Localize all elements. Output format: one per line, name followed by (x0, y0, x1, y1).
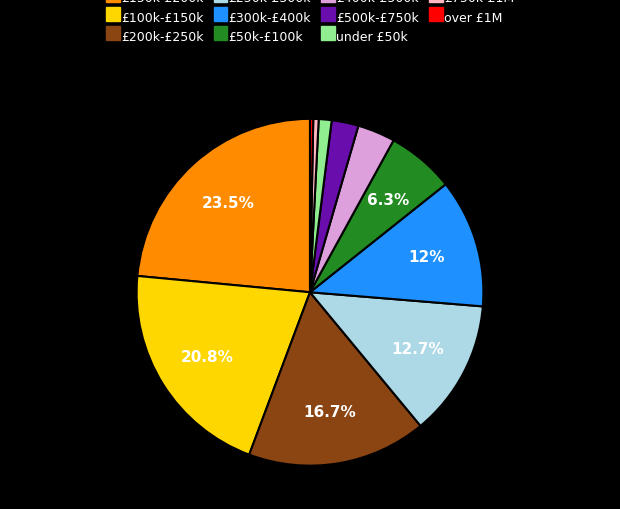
Wedge shape (310, 121, 358, 293)
Legend: £150k-£200k, £100k-£150k, £200k-£250k, £250k-£300k, £300k-£400k, £50k-£100k, £40: £150k-£200k, £100k-£150k, £200k-£250k, £… (101, 0, 519, 49)
Wedge shape (310, 141, 446, 293)
Wedge shape (138, 120, 310, 293)
Wedge shape (310, 120, 313, 293)
Text: 23.5%: 23.5% (202, 195, 255, 211)
Text: 6.3%: 6.3% (367, 192, 409, 208)
Wedge shape (136, 276, 310, 455)
Wedge shape (310, 120, 332, 293)
Wedge shape (310, 185, 484, 307)
Text: 12.7%: 12.7% (391, 341, 444, 356)
Text: 20.8%: 20.8% (180, 350, 234, 364)
Wedge shape (310, 293, 483, 426)
Wedge shape (310, 127, 394, 293)
Wedge shape (310, 120, 319, 293)
Text: 16.7%: 16.7% (304, 405, 356, 419)
Wedge shape (249, 293, 420, 466)
Text: 12%: 12% (408, 250, 445, 265)
